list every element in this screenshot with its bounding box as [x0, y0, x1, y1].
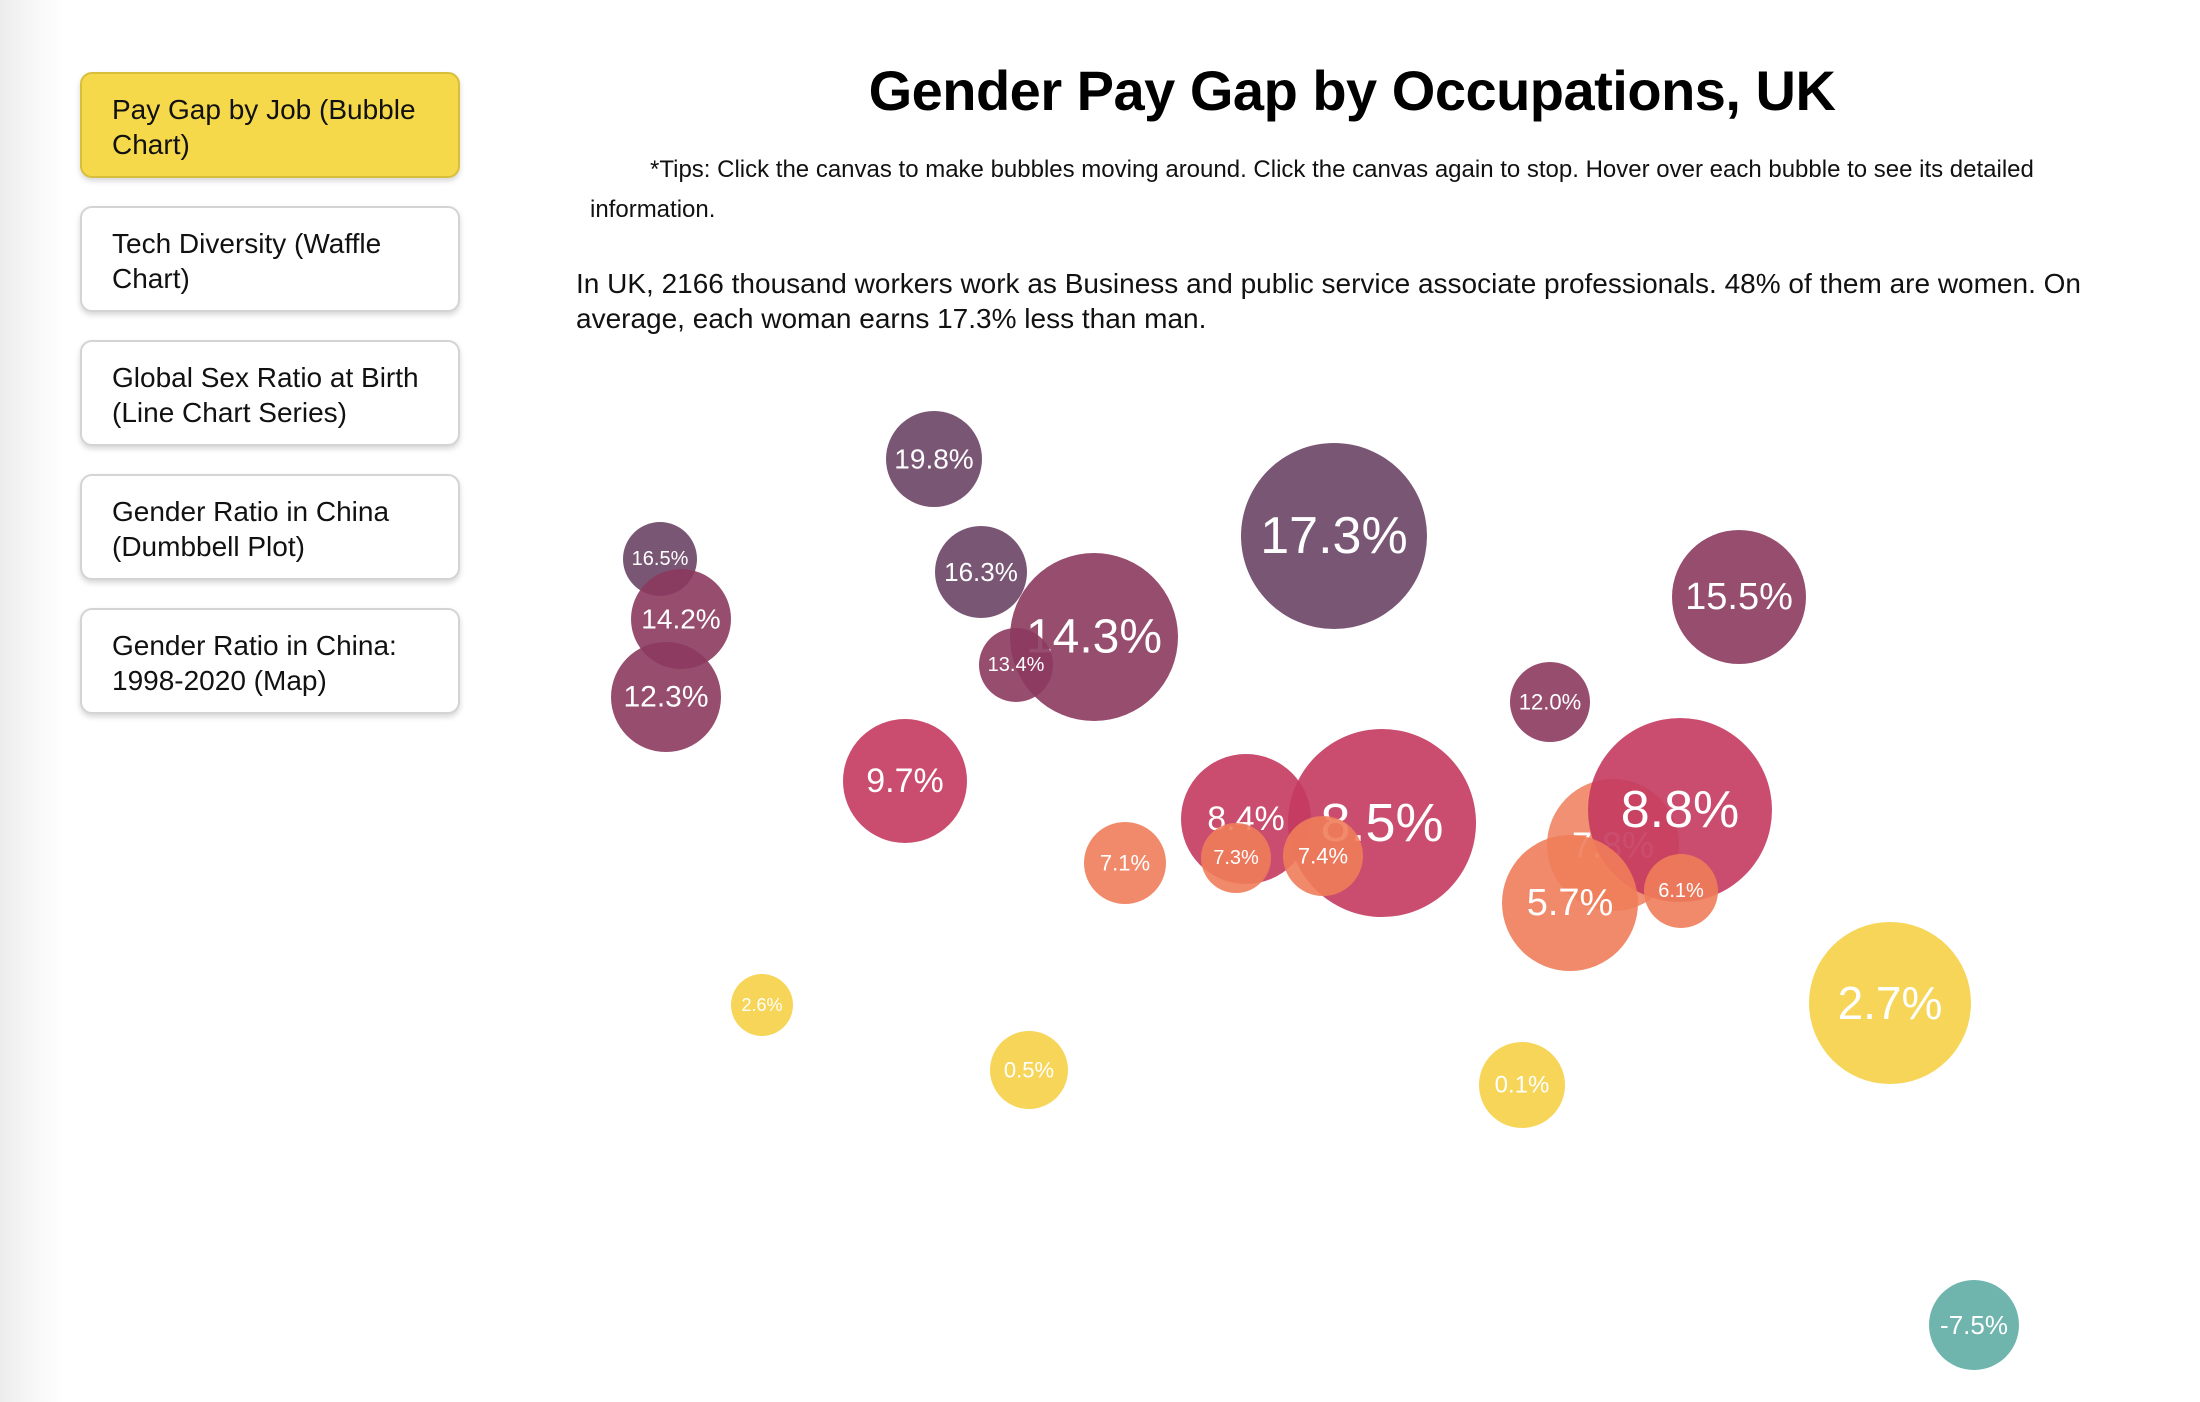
- chart-nav: Pay Gap by Job (Bubble Chart) Tech Diver…: [80, 72, 460, 742]
- bubble[interactable]: 7.1%: [1084, 822, 1166, 904]
- nav-item-label: Gender Ratio in China: 1998-2020 (Map): [112, 630, 397, 696]
- nav-item-pay-gap-by-job[interactable]: Pay Gap by Job (Bubble Chart): [80, 72, 460, 178]
- occupation-info-text: In UK, 2166 thousand workers work as Bus…: [576, 268, 2081, 334]
- nav-item-label: Tech Diversity (Waffle Chart): [112, 228, 382, 294]
- bubble[interactable]: 5.7%: [1502, 835, 1638, 971]
- nav-item-gender-ratio-china-dumbbell[interactable]: Gender Ratio in China (Dumbbell Plot): [80, 474, 460, 580]
- bubble-circle[interactable]: [1479, 1042, 1565, 1128]
- bubble[interactable]: 0.1%: [1479, 1042, 1565, 1128]
- bubble[interactable]: 9.7%: [843, 719, 967, 843]
- nav-item-gender-ratio-china-map[interactable]: Gender Ratio in China: 1998-2020 (Map): [80, 608, 460, 714]
- bubble-chart-canvas[interactable]: 19.8% 16.5% 14.2% 12.3% 16.3% 14.3% 13.4% 17.3%…: [560, 380, 2150, 1390]
- nav-item-global-sex-ratio[interactable]: Global Sex Ratio at Birth (Line Chart Se…: [80, 340, 460, 446]
- bubble-circle[interactable]: [1588, 718, 1772, 902]
- bubble-circle[interactable]: [1201, 823, 1271, 893]
- bubble[interactable]: 13.4%: [979, 628, 1053, 702]
- bubble-circle[interactable]: [886, 411, 982, 507]
- bubble[interactable]: 7.4%: [1283, 816, 1363, 896]
- bubble[interactable]: 15.5%: [1672, 530, 1806, 664]
- bubble-circle[interactable]: [1809, 922, 1971, 1084]
- nav-item-label: Gender Ratio in China (Dumbbell Plot): [112, 496, 390, 562]
- bubble-circle[interactable]: [731, 974, 793, 1036]
- bubble-circle[interactable]: [990, 1031, 1068, 1109]
- nav-item-label: Global Sex Ratio at Birth (Line Chart Se…: [112, 362, 419, 428]
- bubble-circle[interactable]: [935, 526, 1027, 618]
- page-title: Gender Pay Gap by Occupations, UK: [868, 59, 1836, 122]
- bubble[interactable]: 6.1%: [1644, 854, 1718, 928]
- bubble-circle[interactable]: [1672, 530, 1806, 664]
- bubble-circle[interactable]: [1929, 1280, 2019, 1370]
- bubble-circle[interactable]: [611, 642, 721, 752]
- nav-item-tech-diversity[interactable]: Tech Diversity (Waffle Chart): [80, 206, 460, 312]
- bubble[interactable]: 2.6%: [731, 974, 793, 1036]
- bubble-circle[interactable]: [1084, 822, 1166, 904]
- bubble-circle[interactable]: [979, 628, 1053, 702]
- bubble[interactable]: 0.5%: [990, 1031, 1068, 1109]
- bubble[interactable]: 2.7%: [1809, 922, 1971, 1084]
- bubble[interactable]: 12.3%: [611, 642, 721, 752]
- left-shade: [0, 0, 64, 1402]
- bubble-circle[interactable]: [1510, 662, 1590, 742]
- bubble-chart-svg[interactable]: 19.8%16.5%14.2%12.3%16.3%14.3%13.4%17.3%…: [560, 380, 2150, 1390]
- bubble[interactable]: 16.3%: [935, 526, 1027, 618]
- bubble[interactable]: 17.3%: [1241, 443, 1427, 629]
- bubble-circle[interactable]: [1010, 553, 1178, 721]
- bubble-circle[interactable]: [1502, 835, 1638, 971]
- bubble-circle[interactable]: [1283, 816, 1363, 896]
- bubble-circle[interactable]: [1644, 854, 1718, 928]
- bubble[interactable]: 7.3%: [1201, 823, 1271, 893]
- tips-text: *Tips: Click the canvas to make bubbles …: [590, 156, 2034, 223]
- nav-item-label: Pay Gap by Job (Bubble Chart): [112, 94, 416, 160]
- bubble-circle[interactable]: [843, 719, 967, 843]
- bubble[interactable]: -7.5%: [1929, 1280, 2019, 1370]
- bubble[interactable]: 19.8%: [886, 411, 982, 507]
- bubble[interactable]: 12.0%: [1510, 662, 1590, 742]
- bubble-circle[interactable]: [1241, 443, 1427, 629]
